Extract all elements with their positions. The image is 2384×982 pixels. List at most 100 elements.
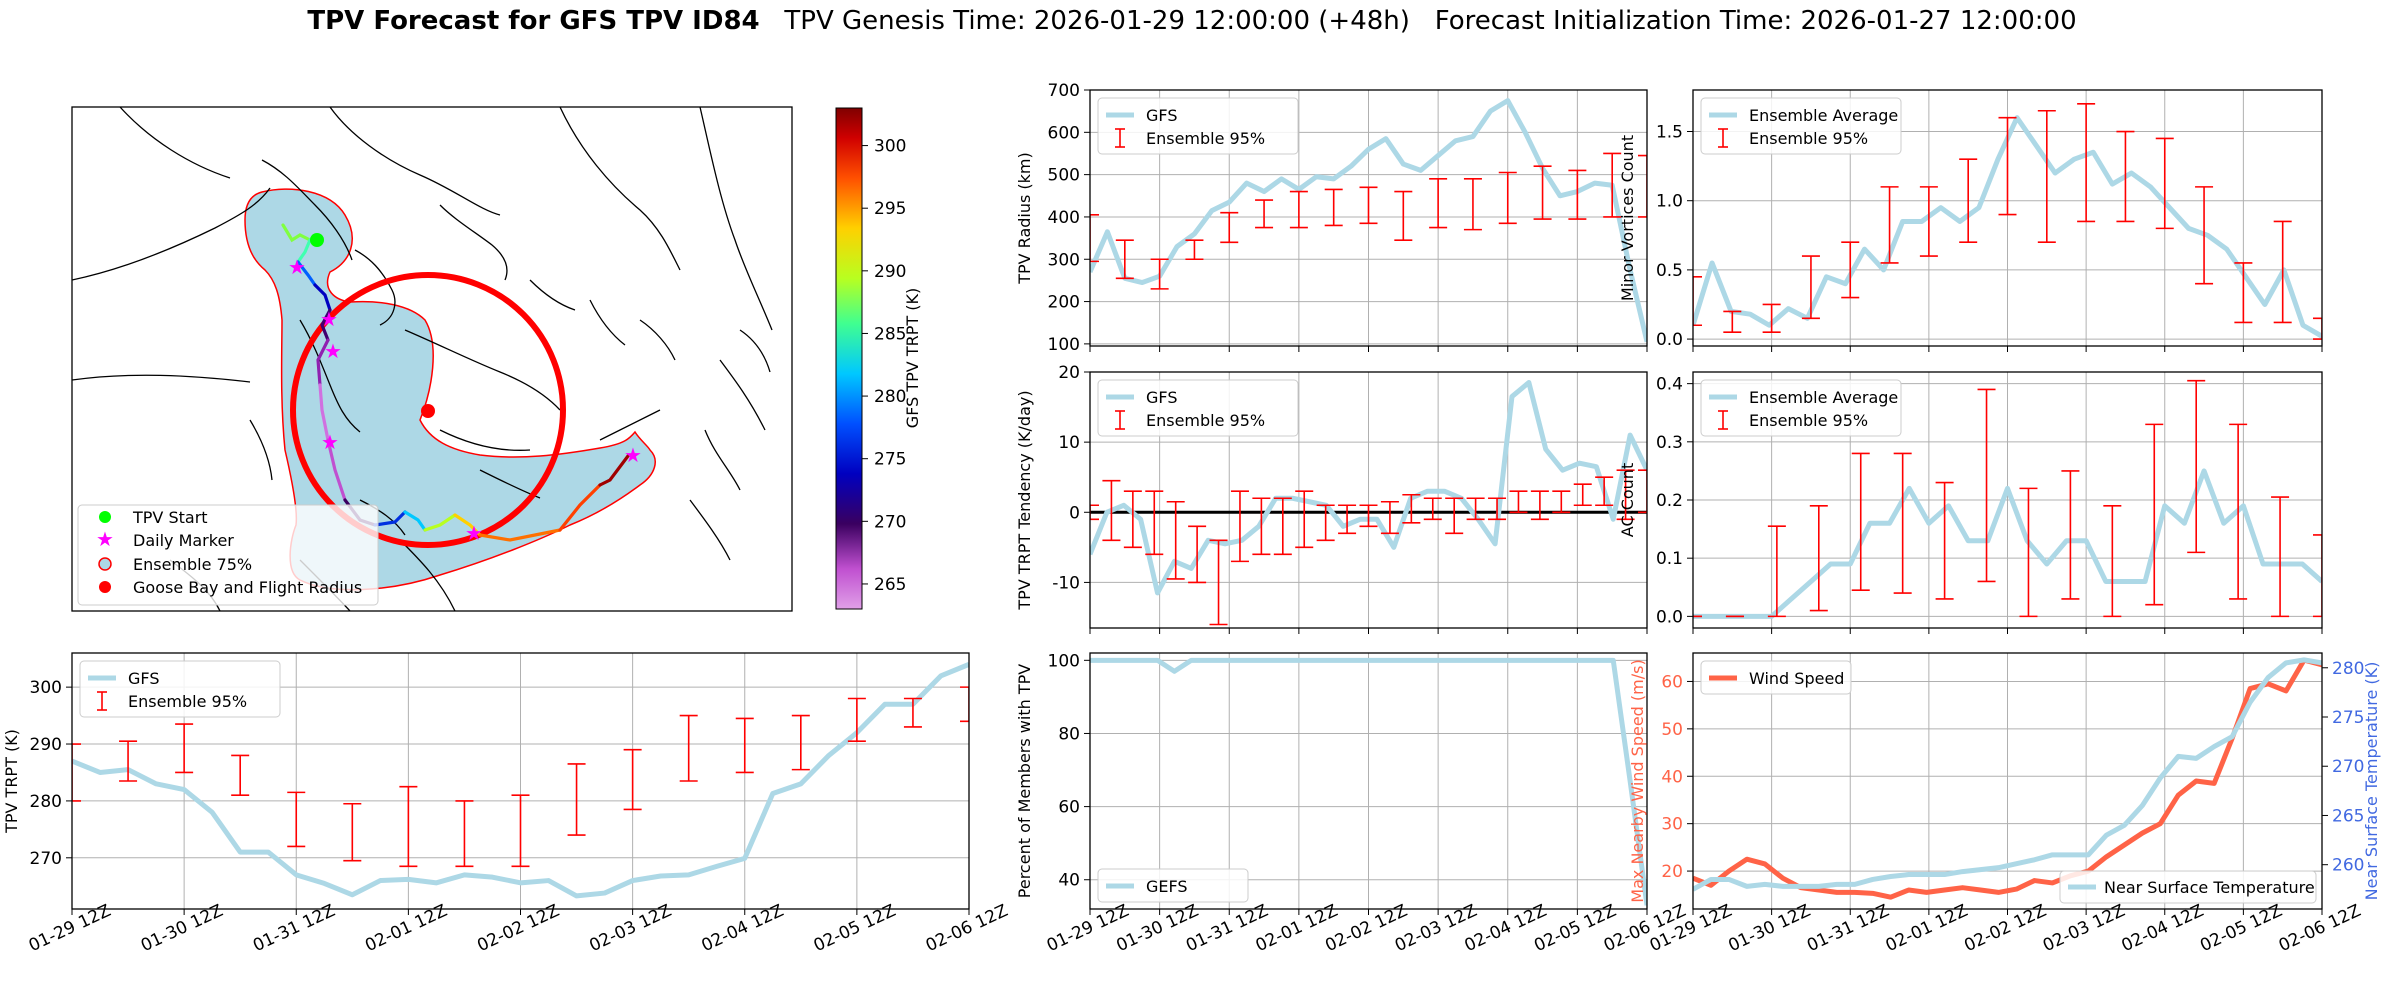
legend-box-right <box>2059 870 2317 904</box>
legend-box <box>1700 660 1852 695</box>
y-tick-label: 700 <box>1048 81 1080 101</box>
y-tick-label-right: 275 <box>2332 708 2364 728</box>
axes-frame <box>1089 652 1648 910</box>
colorbar-label: GFS TPV TRPT (K) <box>903 288 922 428</box>
y-tick-label: 30 <box>1661 815 1683 835</box>
y-tick-label: 20 <box>1661 862 1683 882</box>
axes-frame <box>1089 371 1648 629</box>
y-axis-label: Minor Vortices Count <box>1618 135 1637 301</box>
y-tick-label-right: 265 <box>2332 806 2364 826</box>
series-line-ensemble-average <box>1693 468 2322 619</box>
chart-minor_vortices: 0.0 0.5 1.0 1.5 Minor Vortices Count Ensemble… <box>1618 89 2323 352</box>
y-tick-label: 0.5 <box>1656 261 1683 281</box>
legend-label: Near Surface Temperature <box>2104 878 2315 897</box>
legend-ensemble-75: Ensemble 75% <box>133 555 252 574</box>
daily-marker-star: ★ <box>320 307 338 331</box>
page-title: TPV Forecast for GFS TPV ID84 TPV Genesi… <box>0 6 2384 42</box>
colorbar-tick-label: 265 <box>874 575 906 595</box>
daily-marker-star: ★ <box>288 255 306 279</box>
y-tick-label-right: 260 <box>2332 856 2364 876</box>
legend: Ensemble Average Ensemble 95% <box>1700 379 1902 437</box>
colorbar-tick-label: 300 <box>874 137 906 157</box>
legend-label: Ensemble 95% <box>1749 411 1868 430</box>
legend: Wind Speed Near Surface Temperature <box>1700 660 2317 904</box>
y-axis-label: TPV TRPT (K) <box>2 729 21 834</box>
legend-box <box>1097 868 1249 903</box>
y-tick-label: 300 <box>1048 250 1080 270</box>
legend-label: Wind Speed <box>1749 669 1844 688</box>
tpv-start-marker <box>310 233 324 247</box>
legend-box <box>79 660 281 718</box>
legend: GFS Ensemble 95% <box>1097 97 1299 155</box>
y-tick-label: 1.5 <box>1656 123 1683 143</box>
daily-marker-star: ★ <box>321 430 339 454</box>
y-tick-label-right: 280 <box>2332 659 2364 679</box>
legend-box <box>1097 379 1299 437</box>
legend-label: Ensemble 95% <box>1146 411 1265 430</box>
y-tick-label: 100 <box>1048 651 1080 671</box>
y-tick-label: 20 <box>1058 363 1080 383</box>
plot-content <box>1090 380 1647 626</box>
y-tick-label: 0.0 <box>1656 330 1683 350</box>
legend-label: GEFS <box>1146 877 1188 896</box>
legend-label: Ensemble 95% <box>128 692 247 711</box>
y-tick-label: 0.0 <box>1656 607 1683 627</box>
legend-daily-marker: Daily Marker <box>133 531 234 550</box>
map-content: ★ ★ ★ ★ ★ ★ <box>72 107 773 611</box>
plot-content <box>1693 103 2322 340</box>
title-init: Forecast Initialization Time: 2026-01-27… <box>1434 6 2077 36</box>
y-tick-label: 280 <box>30 792 62 812</box>
chart-radius: 100 200 300 400 500 600 700 TPV Radius (km) GFS E… <box>1015 81 1648 355</box>
y-tick-label: 290 <box>30 735 62 755</box>
y-tick-label: 200 <box>1048 293 1080 313</box>
ensemble-75-area <box>244 188 656 591</box>
legend-label: GFS <box>1146 106 1177 125</box>
title-genesis: TPV Genesis Time: 2026-01-29 12:00:00 (+… <box>784 6 1410 36</box>
daily-marker-star: ★ <box>624 443 642 467</box>
legend-label: GFS <box>128 669 159 688</box>
daily-marker-star: ★ <box>324 339 342 363</box>
y-tick-label: 40 <box>1661 767 1683 787</box>
y-tick-label: 0.4 <box>1656 375 1683 395</box>
colorbar-tick-label: 270 <box>874 512 906 532</box>
legend-label: Ensemble 95% <box>1146 129 1265 148</box>
title-bold: TPV Forecast for GFS TPV ID84 <box>307 6 760 36</box>
colorbar-tick-label: 295 <box>874 199 906 219</box>
y-tick-label: 400 <box>1048 208 1080 228</box>
series-line-gfs <box>1090 98 1647 343</box>
y-tick-label: 0 <box>1069 503 1080 523</box>
axes-frame <box>1692 371 2323 629</box>
legend: GEFS <box>1097 868 1249 903</box>
y-axis-label: Max Nearby Wind Speed (m/s) <box>1628 659 1647 902</box>
colorbar-tick-label: 285 <box>874 324 906 344</box>
series-line-gfs <box>72 662 969 899</box>
y-tick-label: 60 <box>1058 798 1080 818</box>
tpv-track <box>281 223 630 542</box>
legend-tpv-start: TPV Start <box>132 508 208 527</box>
y-axis-label: AC Count <box>1618 463 1637 537</box>
colorbar-tick-label: 275 <box>874 450 906 470</box>
y-tick-label: 600 <box>1048 123 1080 143</box>
y-tick-label: 80 <box>1058 724 1080 744</box>
y-tick-label: 40 <box>1058 871 1080 891</box>
plot-content <box>1090 98 1647 343</box>
daily-markers: ★ ★ ★ ★ ★ ★ <box>288 255 642 545</box>
y-tick-label: 100 <box>1048 335 1080 355</box>
plot-content <box>1693 657 2322 900</box>
legend-goose-bay: Goose Bay and Flight Radius <box>133 578 362 597</box>
goose-bay-marker <box>421 404 435 418</box>
chart-tendency: -10 0 10 20 TPV TRPT Tendency (K/day) GFS Ense… <box>1015 363 1648 634</box>
y-tick-label: 300 <box>30 678 62 698</box>
svg-text:★: ★ <box>96 527 114 551</box>
series-line-gefs <box>1090 657 1647 906</box>
legend-label: GFS <box>1146 388 1177 407</box>
legend-label: Ensemble 95% <box>1749 129 1868 148</box>
y-axis-label: TPV Radius (km) <box>1015 152 1034 285</box>
legend-label: Ensemble Average <box>1749 106 1898 125</box>
y-tick-label: 0.2 <box>1656 491 1683 511</box>
